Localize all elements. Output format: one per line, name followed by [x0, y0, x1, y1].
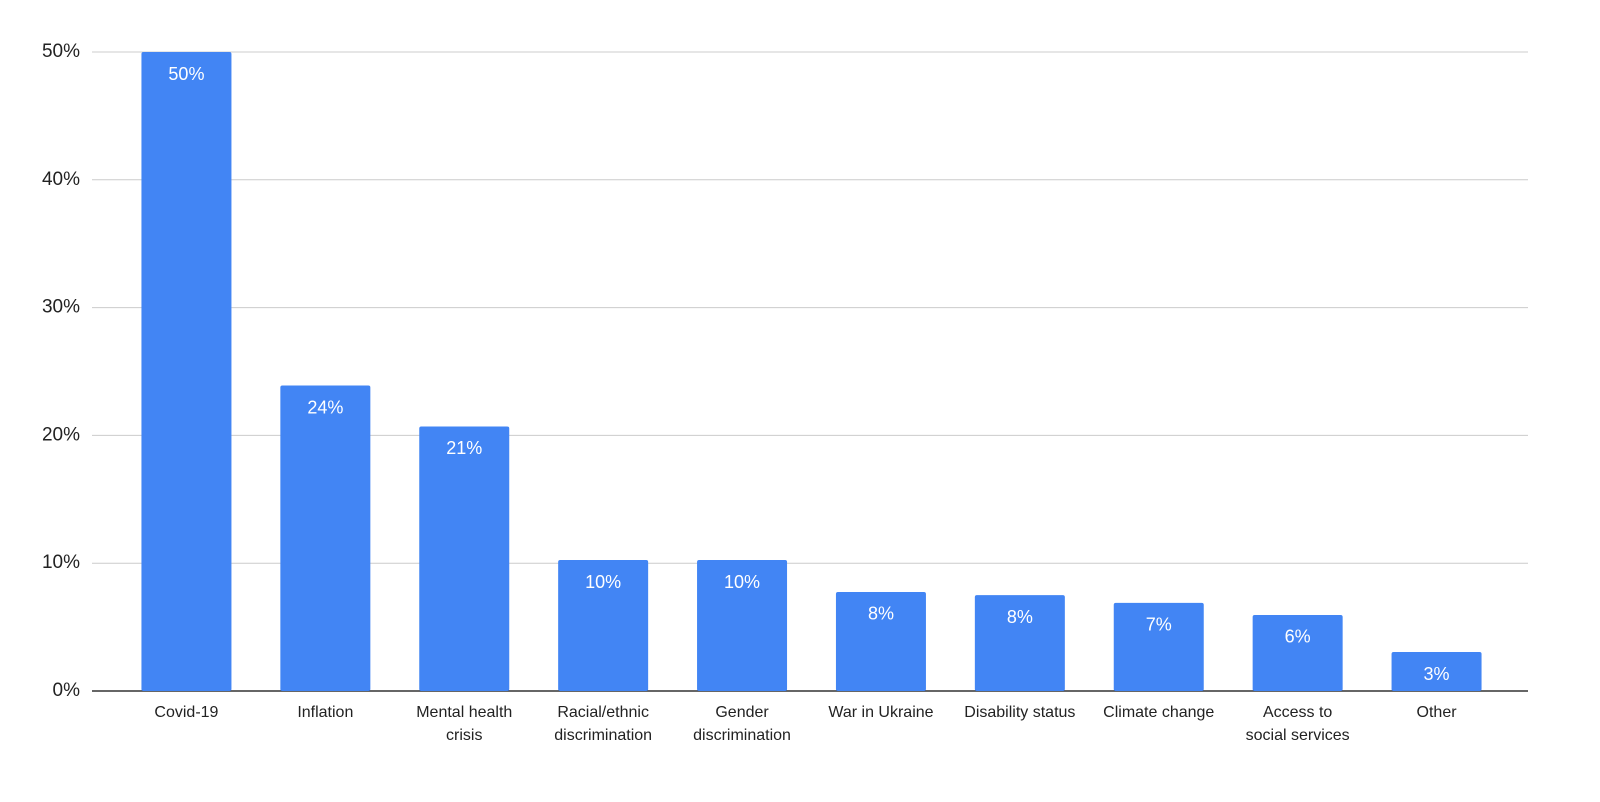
- value-label: 21%: [446, 438, 482, 458]
- y-tick-label: 20%: [42, 424, 80, 445]
- bar: [835, 591, 926, 691]
- bar: [280, 385, 371, 691]
- value-label: 24%: [307, 397, 343, 417]
- y-tick-label: 40%: [42, 169, 80, 190]
- value-label: 10%: [724, 572, 760, 592]
- x-tick-label: Covid-19: [154, 704, 218, 721]
- bar: [558, 560, 649, 691]
- value-label: 3%: [1424, 664, 1450, 684]
- value-label: 8%: [1007, 607, 1033, 627]
- value-label: 6%: [1285, 627, 1311, 647]
- bar: [1113, 602, 1204, 691]
- bar: [1391, 652, 1482, 691]
- bar: [974, 595, 1065, 691]
- x-tick-label: Gender discrimination: [693, 704, 791, 744]
- x-tick-label: Access to social services: [1246, 704, 1350, 744]
- x-tick-label: Racial/ethnic discrimination: [554, 704, 652, 744]
- value-label: 50%: [168, 64, 204, 84]
- bar: [141, 52, 232, 691]
- x-tick-label: Mental health crisis: [416, 704, 512, 744]
- y-tick-label: 0%: [53, 680, 81, 701]
- y-tick-label: 50%: [42, 41, 80, 62]
- x-tick-label: Disability status: [964, 704, 1075, 721]
- y-tick-label: 30%: [42, 297, 80, 318]
- bar: [1252, 614, 1343, 691]
- bar: [697, 560, 788, 691]
- x-tick-label: Other: [1417, 704, 1458, 721]
- bar: [419, 426, 510, 691]
- y-tick-label: 10%: [42, 552, 80, 573]
- x-tick-label: War in Ukraine: [828, 704, 933, 721]
- x-tick-label: Inflation: [297, 704, 353, 721]
- value-label: 8%: [868, 604, 894, 624]
- value-label: 10%: [585, 572, 621, 592]
- x-tick-label: Climate change: [1103, 704, 1214, 721]
- value-label: 7%: [1146, 615, 1172, 635]
